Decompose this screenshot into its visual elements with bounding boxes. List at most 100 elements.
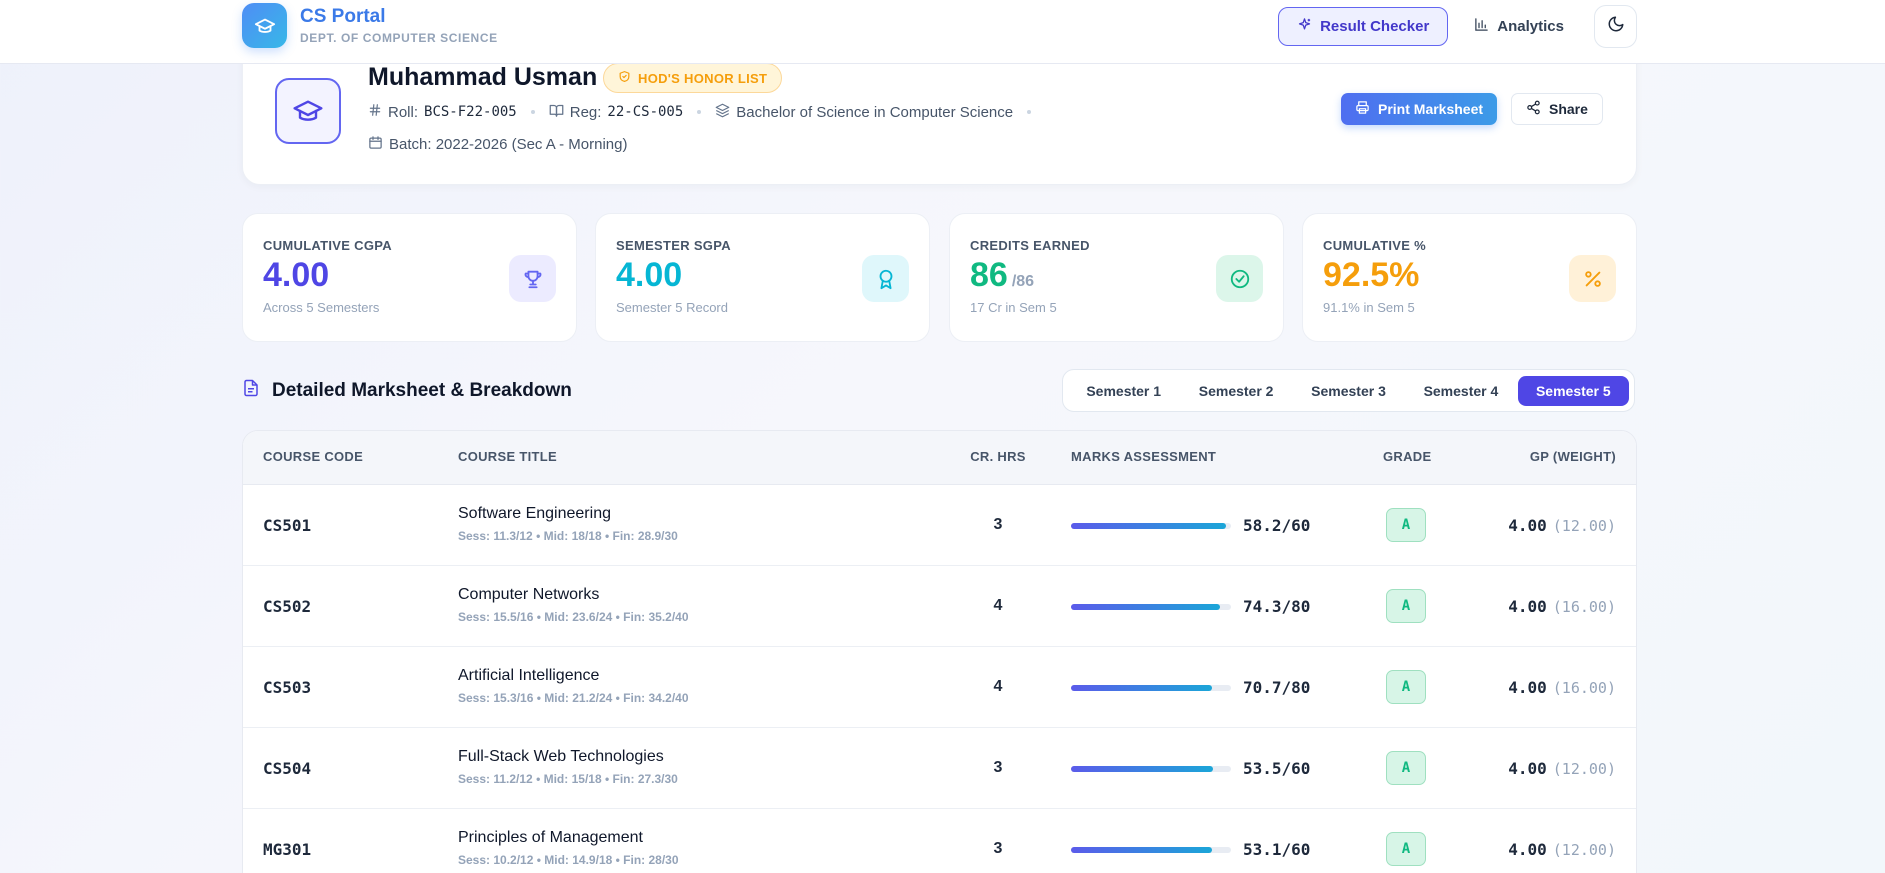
marks-progress-fill bbox=[1071, 604, 1220, 610]
check-circle-icon bbox=[1216, 255, 1263, 302]
graduation-cap-icon bbox=[242, 3, 287, 48]
stat-label: CUMULATIVE CGPA bbox=[263, 238, 392, 253]
header-gp-weight: GP (WEIGHT) bbox=[1529, 449, 1616, 464]
section-title: Detailed Marksheet & Breakdown bbox=[242, 378, 572, 404]
tab-semester-4[interactable]: Semester 4 bbox=[1423, 382, 1499, 399]
stat-card-sgpa: SEMESTER SGPA 4.00 Semester 5 Record bbox=[595, 213, 930, 342]
marks-progress-fill bbox=[1071, 523, 1227, 529]
course-title: Software Engineering bbox=[458, 505, 611, 522]
grade-points: 4.00 (12.00) bbox=[1508, 840, 1616, 859]
roll-number: BCS-F22-005 bbox=[424, 104, 517, 120]
trophy-icon bbox=[509, 255, 556, 302]
marks-progress-fill bbox=[1071, 766, 1214, 772]
course-breakdown: Sess: 11.2/12 • Mid: 15/18 • Fin: 27.3/3… bbox=[458, 772, 678, 786]
bar-chart-icon bbox=[1474, 17, 1489, 36]
course-code: MG301 bbox=[263, 840, 312, 859]
grade-points: 4.00 (16.00) bbox=[1508, 597, 1616, 616]
course-title: Principles of Management bbox=[458, 829, 643, 846]
theme-toggle-button[interactable] bbox=[1594, 5, 1637, 48]
marks-progress-fill bbox=[1071, 685, 1212, 691]
course-breakdown: Sess: 15.5/16 • Mid: 23.6/24 • Fin: 35.2… bbox=[458, 610, 689, 624]
credit-hours: 3 bbox=[993, 759, 1003, 776]
analytics-button[interactable]: Analytics bbox=[1458, 7, 1580, 46]
share-button[interactable]: Share bbox=[1511, 93, 1603, 125]
course-title: Artificial Intelligence bbox=[458, 667, 600, 684]
marks-value: 53.5/60 bbox=[1243, 759, 1311, 778]
print-label: Print Marksheet bbox=[1378, 101, 1484, 117]
course-breakdown: Sess: 11.3/12 • Mid: 18/18 • Fin: 28.9/3… bbox=[458, 529, 678, 543]
roll-label: Roll: bbox=[388, 103, 419, 121]
marks-value: 58.2/60 bbox=[1243, 516, 1311, 535]
grade-badge: A bbox=[1386, 508, 1426, 542]
result-checker-button[interactable]: Result Checker bbox=[1278, 7, 1449, 46]
course-title: Computer Networks bbox=[458, 586, 600, 603]
top-navbar: CS Portal DEPT. OF COMPUTER SCIENCE Resu… bbox=[0, 0, 1885, 64]
tab-semester-5[interactable]: Semester 5 bbox=[1517, 375, 1630, 406]
marks-progress-bar bbox=[1071, 766, 1231, 772]
course-breakdown: Sess: 15.3/16 • Mid: 21.2/24 • Fin: 34.2… bbox=[458, 691, 689, 705]
stat-subtext: Across 5 Semesters bbox=[263, 300, 380, 315]
table-row[interactable]: MG301 Principles of Management Sess: 10.2/… bbox=[243, 809, 1636, 873]
stat-card-cgpa: CUMULATIVE CGPA 4.00 Across 5 Semesters bbox=[242, 213, 577, 342]
grade-weight: (16.00) bbox=[1552, 598, 1616, 616]
print-marksheet-button[interactable]: Print Marksheet bbox=[1341, 93, 1498, 125]
credit-hours: 3 bbox=[993, 840, 1003, 857]
course-code: CS501 bbox=[263, 516, 312, 535]
grade-badge: A bbox=[1386, 589, 1426, 623]
separator-dot bbox=[530, 110, 535, 114]
graduation-cap-icon bbox=[275, 78, 341, 144]
shield-check-icon bbox=[618, 70, 631, 86]
brand-subtitle: DEPT. OF COMPUTER SCIENCE bbox=[300, 30, 498, 45]
printer-icon bbox=[1355, 100, 1370, 118]
layers-icon bbox=[715, 103, 730, 122]
tab-semester-3[interactable]: Semester 3 bbox=[1311, 382, 1386, 399]
table-row[interactable]: CS503 Artificial Intelligence Sess: 15.3/1… bbox=[243, 647, 1636, 728]
award-icon bbox=[862, 255, 909, 302]
stat-value-total: /86 bbox=[1011, 273, 1035, 290]
stat-card-percentage: CUMULATIVE % 92.5% 91.1% in Sem 5 bbox=[1302, 213, 1637, 342]
course-title: Full-Stack Web Technologies bbox=[458, 748, 664, 765]
moon-icon bbox=[1607, 15, 1625, 38]
grade-points: 4.00 (12.00) bbox=[1508, 759, 1616, 778]
marks-progress-bar bbox=[1071, 604, 1231, 610]
grade-weight: (16.00) bbox=[1552, 679, 1616, 697]
sparkles-icon bbox=[1297, 17, 1312, 36]
header-credit-hours: CR. HRS bbox=[970, 449, 1026, 464]
section-title-text: Detailed Marksheet & Breakdown bbox=[272, 380, 572, 401]
marks-value: 74.3/80 bbox=[1243, 597, 1311, 616]
grade-badge: A bbox=[1386, 832, 1426, 866]
share-icon bbox=[1526, 100, 1541, 118]
marks-progress-bar bbox=[1071, 847, 1231, 853]
batch-text: Batch: 2022-2026 (Sec A - Morning) bbox=[389, 136, 628, 153]
table-header: COURSE CODE COURSE TITLE CR. HRS MARKS A… bbox=[243, 431, 1636, 485]
tab-semester-2[interactable]: Semester 2 bbox=[1198, 382, 1274, 399]
brand[interactable]: CS Portal DEPT. OF COMPUTER SCIENCE bbox=[242, 3, 498, 48]
separator-dot bbox=[1027, 110, 1032, 114]
table-row[interactable]: CS504 Full-Stack Web Technologies Sess: 11… bbox=[243, 728, 1636, 809]
marks-value: 53.1/60 bbox=[1243, 840, 1311, 859]
grade-weight: (12.00) bbox=[1552, 841, 1616, 859]
stat-value: 86/86 bbox=[970, 256, 1035, 294]
batch-info: Batch: 2022-2026 (Sec A - Morning) bbox=[368, 135, 627, 154]
header-course-title: COURSE TITLE bbox=[458, 449, 557, 464]
stat-card-credits: CREDITS EARNED 86/86 17 Cr in Sem 5 bbox=[949, 213, 1284, 342]
stat-value: 4.00 bbox=[263, 256, 330, 294]
course-code: CS504 bbox=[263, 759, 312, 778]
result-checker-label: Result Checker bbox=[1320, 18, 1430, 35]
credit-hours: 4 bbox=[993, 678, 1003, 695]
stat-subtext: Semester 5 Record bbox=[616, 300, 728, 315]
separator-dot bbox=[697, 110, 702, 114]
marks-value: 70.7/80 bbox=[1243, 678, 1311, 697]
student-name: Muhammad Usman bbox=[368, 63, 598, 91]
semester-tabs: Semester 1 Semester 2 Semester 3 Semeste… bbox=[1062, 369, 1635, 412]
table-row[interactable]: CS502 Computer Networks Sess: 15.5/16 • Mi… bbox=[243, 566, 1636, 647]
student-meta: Roll: BCS-F22-005 Reg: 22-CS-005 Bachelo… bbox=[368, 101, 1045, 123]
table-row[interactable]: CS501 Software Engineering Sess: 11.3/12 •… bbox=[243, 485, 1636, 566]
hash-icon bbox=[368, 103, 382, 121]
marksheet-table: COURSE CODE COURSE TITLE CR. HRS MARKS A… bbox=[242, 430, 1637, 873]
grade-badge: A bbox=[1386, 670, 1426, 704]
reg-number: 22-CS-005 bbox=[607, 104, 684, 120]
share-label: Share bbox=[1549, 101, 1588, 117]
tab-semester-1[interactable]: Semester 1 bbox=[1086, 382, 1162, 399]
header-course-code: COURSE CODE bbox=[263, 449, 364, 464]
